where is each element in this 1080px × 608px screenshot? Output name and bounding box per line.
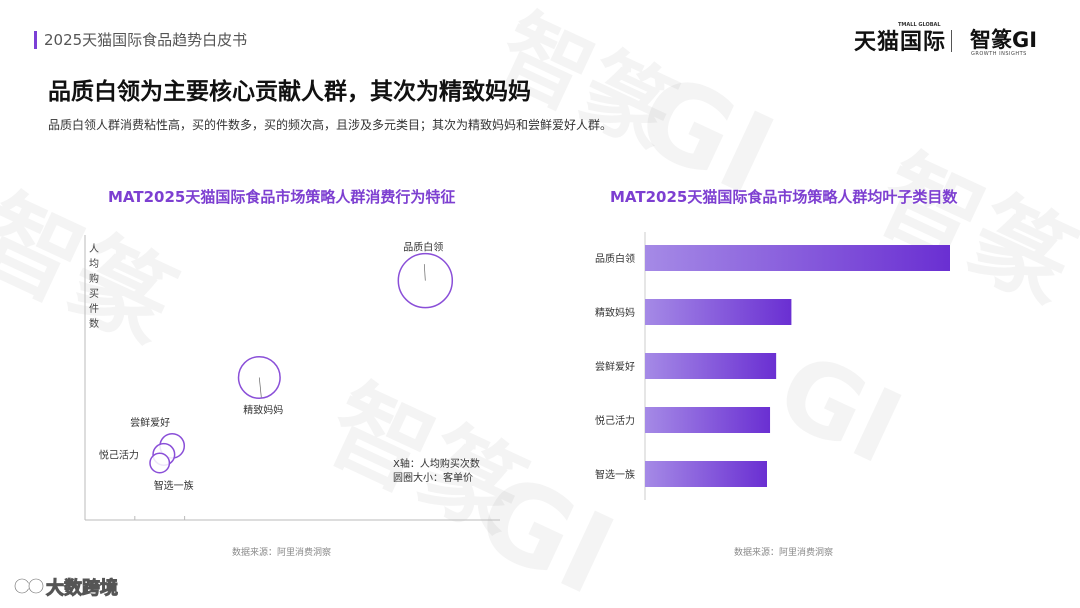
dashuju-logo-text: 大数跨境 [46, 578, 119, 600]
bar-chart-title: MAT2025天猫国际食品市场策略人群均叶子类目数 [610, 188, 958, 206]
zhizhuan-gi-logo-small: GROWTH INSIGHTS [971, 51, 1027, 57]
bubble-5 [149, 452, 171, 474]
bar-4 [645, 407, 771, 433]
page-title: 品质白领为主要核心贡献人群，其次为精致妈妈 [48, 79, 531, 105]
scatter-chart-title: MAT2025天猫国际食品市场策略人群消费行为特征 [108, 188, 456, 206]
chart-note: X轴：人均购买次数 [393, 457, 480, 470]
tmall-global-logo-small: TMALL GLOBAL [898, 22, 941, 28]
bubble-label: 精致妈妈 [243, 404, 283, 417]
bubble-label: 品质白领 [403, 241, 443, 254]
source-note-right: 数据来源：阿里消费洞察 [734, 548, 834, 558]
bar-category-label: 品质白领 [595, 252, 635, 265]
y-axis-label-char: 购 [89, 272, 99, 285]
y-axis-label-char: 件 [89, 303, 99, 315]
chart-note: 圆圈大小：客单价 [393, 471, 473, 484]
bubble-label: 悦己活力 [99, 448, 139, 461]
dashuju-logo-icon [14, 578, 44, 594]
source-note-left: 数据来源：阿里消费洞察 [232, 548, 332, 558]
bar-category-label: 尝鲜爱好 [595, 360, 635, 373]
bubble-label: 尝鲜爱好 [130, 416, 170, 429]
bar-3 [645, 353, 777, 379]
bar-category-label: 智选一族 [595, 468, 635, 481]
zhizhuan-gi-logo: 智篆GI [970, 28, 1038, 52]
bubble-label: 智选一族 [154, 479, 194, 492]
y-axis-label-char: 均 [89, 258, 99, 270]
page-subtitle: 品质白领人群消费粘性高，买的件数多，买的频次高，且涉及多元类目；其次为精致妈妈和… [48, 118, 613, 132]
y-axis-label-char: 人 [89, 243, 99, 255]
bubble-leader-line [258, 377, 262, 398]
bar-5 [645, 461, 767, 487]
bubble-leader-line [423, 264, 426, 281]
brand-divider [951, 30, 952, 52]
bar-1 [645, 245, 950, 271]
report-title: 2025天猫国际食品趋势白皮书 [44, 31, 248, 49]
bar-2 [645, 299, 792, 325]
y-axis-label-char: 买 [89, 288, 99, 300]
tmall-global-logo: 天猫国际 [854, 30, 947, 55]
y-axis-label-char: 数 [89, 317, 99, 330]
header-accent-bar [34, 31, 37, 49]
bar-category-label: 精致妈妈 [595, 306, 635, 319]
bar-category-label: 悦己活力 [595, 414, 635, 427]
